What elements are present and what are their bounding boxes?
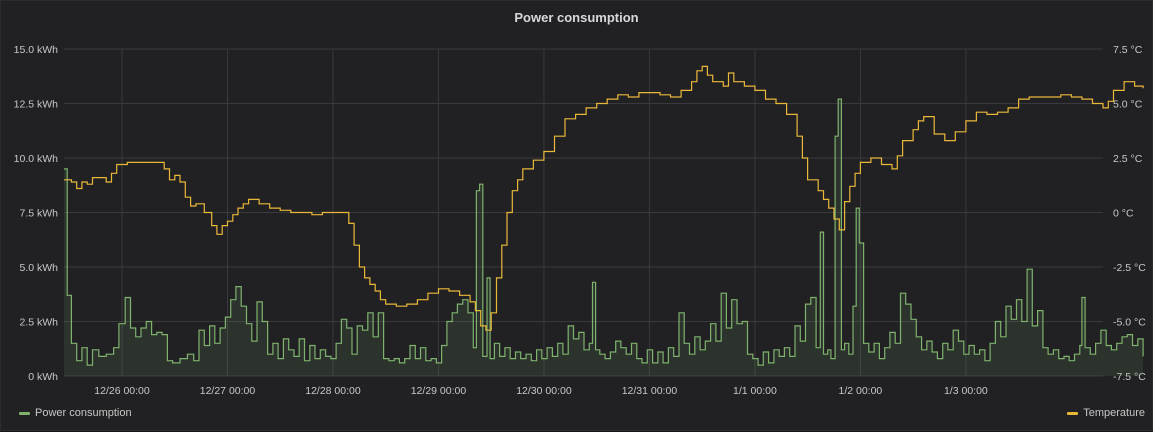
y-right-tick-label: -7.5 °C: [1113, 371, 1146, 383]
y-right-tick-label: -5.0 °C: [1113, 317, 1146, 329]
y-right-tick-label: 5.0 °C: [1113, 99, 1143, 111]
y-left-tick-label: 12.5 kWh: [14, 99, 59, 111]
x-tick-label: 12/28 00:00: [305, 385, 361, 397]
y-left-tick-label: 15.0 kWh: [14, 44, 59, 56]
x-axis: 12/26 00:00 12/27 00:00 12/28 00:00 12/29 0…: [94, 385, 988, 397]
x-tick-label: 1/2 00:00: [838, 385, 882, 397]
y-axis-left: 0 kWh 2.5 kWh 5.0 kWh 7.5 kWh 10.0 kWh 12.5 k…: [14, 44, 59, 383]
series-layer: [64, 65, 1144, 376]
x-tick-label: 1/1 00:00: [733, 385, 777, 397]
power-consumption-series-line: [64, 98, 1144, 366]
temperature-series-line: [64, 65, 1144, 331]
y-left-tick-label: 10.0 kWh: [14, 153, 59, 165]
grid-lines: [64, 48, 1103, 377]
legend-item-temperature[interactable]: Temperature: [1067, 407, 1145, 419]
x-tick-label: 12/29 00:00: [411, 385, 467, 397]
legend-label-power: Power consumption: [35, 407, 132, 419]
y-right-tick-label: 0 °C: [1113, 208, 1134, 220]
y-left-tick-label: 5.0 kWh: [19, 262, 58, 274]
x-tick-label: 12/26 00:00: [94, 385, 150, 397]
y-left-tick-label: 2.5 kWh: [19, 317, 58, 329]
y-left-tick-label: 0 kWh: [28, 371, 58, 383]
y-left-tick-label: 7.5 kWh: [19, 208, 58, 220]
temperature-legend-swatch: [1067, 411, 1079, 415]
power-legend-swatch: [19, 411, 30, 415]
y-axis-right: -7.5 °C -5.0 °C -2.5 °C 0 °C 2.5 °C 5.0 °C 7.5…: [1113, 44, 1146, 383]
legend-item-power[interactable]: Power consumption: [19, 407, 132, 419]
x-tick-label: 1/3 00:00: [944, 385, 988, 397]
x-tick-label: 12/30 00:00: [516, 385, 572, 397]
x-tick-label: 12/27 00:00: [200, 385, 256, 397]
y-right-tick-label: -2.5 °C: [1113, 262, 1146, 274]
legend-label-temperature: Temperature: [1083, 407, 1145, 419]
y-right-tick-label: 7.5 °C: [1113, 44, 1143, 56]
power-consumption-area: [64, 99, 1144, 376]
x-tick-label: 12/31 00:00: [622, 385, 678, 397]
y-right-tick-label: 2.5 °C: [1113, 153, 1143, 165]
panel-title[interactable]: Power consumption: [514, 10, 639, 25]
